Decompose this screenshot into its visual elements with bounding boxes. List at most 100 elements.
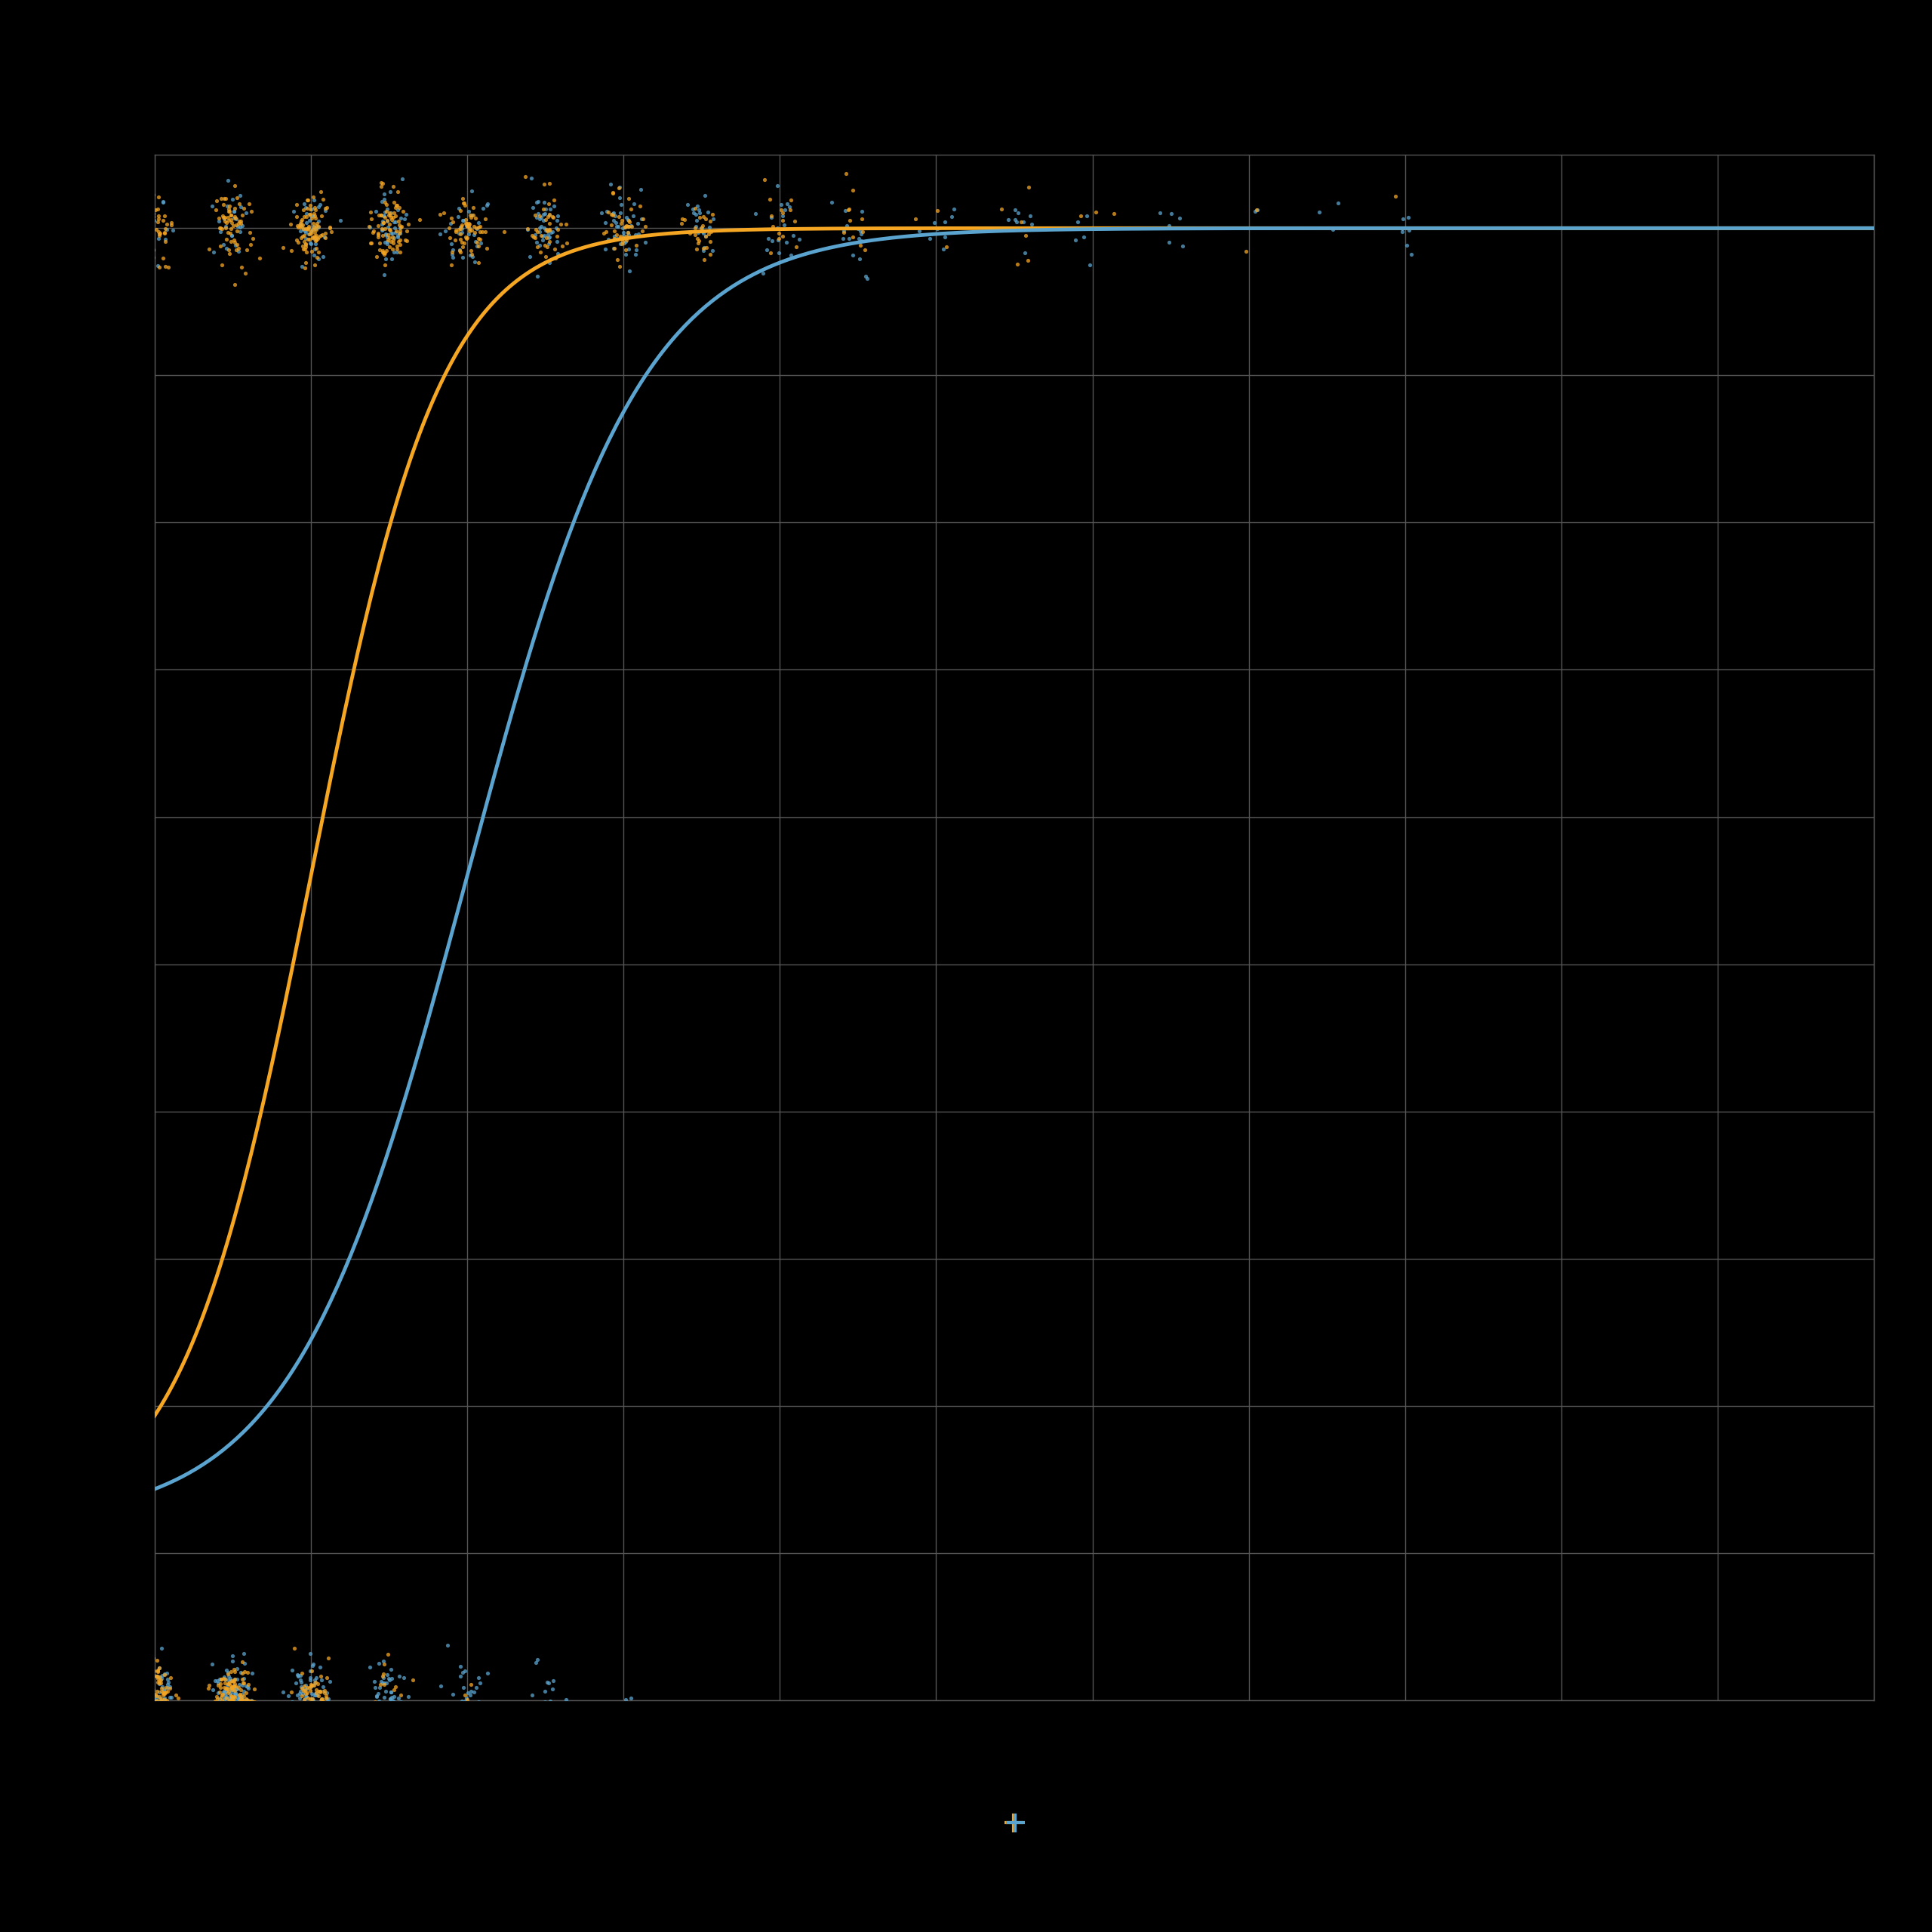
Point bbox=[1304, 197, 1335, 228]
Point bbox=[363, 1648, 394, 1679]
Point bbox=[126, 1673, 156, 1704]
Point bbox=[286, 216, 317, 247]
Point bbox=[773, 189, 804, 220]
Point bbox=[303, 1687, 334, 1718]
Point bbox=[781, 232, 811, 263]
Point bbox=[365, 168, 396, 199]
Point bbox=[222, 214, 253, 245]
Point bbox=[207, 1690, 238, 1721]
Point bbox=[383, 176, 413, 207]
Point bbox=[156, 1694, 187, 1725]
Point bbox=[205, 1694, 236, 1725]
Point bbox=[228, 1656, 259, 1687]
Point bbox=[228, 1690, 259, 1721]
Point bbox=[829, 216, 860, 247]
Point bbox=[454, 199, 485, 230]
Point bbox=[145, 1696, 176, 1727]
Point bbox=[524, 216, 554, 247]
Point bbox=[753, 184, 784, 214]
Point bbox=[153, 1692, 184, 1723]
Point bbox=[278, 1708, 309, 1739]
Point bbox=[141, 1702, 172, 1733]
Point bbox=[779, 207, 810, 238]
Point bbox=[375, 176, 406, 207]
Point bbox=[135, 1716, 166, 1747]
Point bbox=[448, 232, 479, 263]
Point bbox=[379, 1698, 410, 1729]
Point bbox=[292, 214, 323, 245]
Point bbox=[145, 1683, 176, 1714]
Point bbox=[230, 1683, 261, 1714]
Point bbox=[607, 226, 638, 257]
Point bbox=[220, 230, 251, 261]
Point bbox=[137, 242, 168, 272]
Point bbox=[369, 1689, 400, 1719]
Point bbox=[303, 1696, 334, 1727]
Point bbox=[379, 207, 410, 238]
Point bbox=[137, 1675, 168, 1706]
Point bbox=[143, 1652, 174, 1683]
Point bbox=[276, 209, 307, 240]
Point bbox=[524, 201, 554, 232]
Point bbox=[377, 243, 408, 274]
Point bbox=[692, 197, 723, 228]
Point bbox=[313, 1683, 344, 1714]
Point bbox=[211, 1669, 242, 1700]
Point bbox=[371, 226, 402, 257]
Point bbox=[209, 1704, 240, 1735]
Point bbox=[199, 1712, 230, 1743]
Point bbox=[139, 1718, 170, 1748]
Point bbox=[218, 1663, 249, 1694]
Point bbox=[452, 1677, 483, 1708]
Point bbox=[680, 213, 711, 243]
Point bbox=[214, 1687, 245, 1718]
Point bbox=[369, 1667, 400, 1698]
Point bbox=[290, 1669, 321, 1700]
Point bbox=[272, 1708, 303, 1739]
Point bbox=[392, 209, 423, 240]
Point bbox=[607, 205, 638, 236]
Point bbox=[214, 1698, 245, 1729]
Point bbox=[1074, 249, 1105, 280]
Point bbox=[850, 261, 881, 292]
Point bbox=[214, 1663, 245, 1694]
Point bbox=[220, 230, 251, 261]
Point bbox=[383, 234, 413, 265]
Point bbox=[147, 1671, 178, 1702]
Point bbox=[697, 199, 728, 230]
Point bbox=[209, 1690, 240, 1721]
Point bbox=[149, 216, 180, 247]
Point bbox=[444, 218, 475, 249]
Point bbox=[216, 1671, 247, 1702]
Point bbox=[282, 1679, 313, 1710]
Point bbox=[224, 1694, 255, 1725]
Point bbox=[137, 199, 168, 230]
Point bbox=[222, 211, 253, 242]
Point bbox=[226, 1658, 257, 1689]
Point bbox=[141, 1662, 172, 1692]
Point bbox=[1387, 203, 1418, 234]
Point bbox=[128, 1673, 158, 1704]
Point bbox=[112, 1698, 143, 1729]
Point bbox=[213, 164, 243, 195]
Point bbox=[369, 201, 400, 232]
Point bbox=[383, 205, 413, 236]
Point bbox=[612, 220, 643, 251]
Point bbox=[292, 1677, 323, 1708]
Point bbox=[205, 230, 236, 261]
Point bbox=[209, 1710, 240, 1741]
Point bbox=[383, 230, 413, 261]
Point bbox=[458, 1677, 489, 1708]
Point bbox=[218, 1681, 249, 1712]
Point bbox=[226, 207, 257, 238]
Point bbox=[775, 184, 806, 214]
Point bbox=[116, 1675, 147, 1706]
Point bbox=[1153, 211, 1184, 242]
Point bbox=[296, 1702, 327, 1733]
Point bbox=[765, 189, 796, 220]
Point bbox=[228, 1648, 259, 1679]
Point bbox=[829, 216, 860, 247]
Point bbox=[688, 211, 719, 242]
Point bbox=[464, 247, 495, 278]
Point bbox=[1012, 245, 1043, 276]
